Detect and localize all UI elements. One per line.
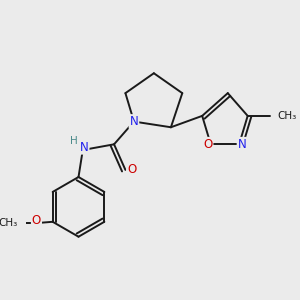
Text: O: O bbox=[32, 214, 41, 227]
Text: N: N bbox=[80, 141, 88, 154]
Text: N: N bbox=[238, 138, 246, 151]
Text: O: O bbox=[203, 138, 212, 151]
Text: N: N bbox=[130, 115, 138, 128]
Text: H: H bbox=[70, 136, 78, 146]
Text: CH₃: CH₃ bbox=[278, 111, 297, 121]
Text: CH₃: CH₃ bbox=[0, 218, 18, 228]
Text: O: O bbox=[127, 164, 136, 176]
